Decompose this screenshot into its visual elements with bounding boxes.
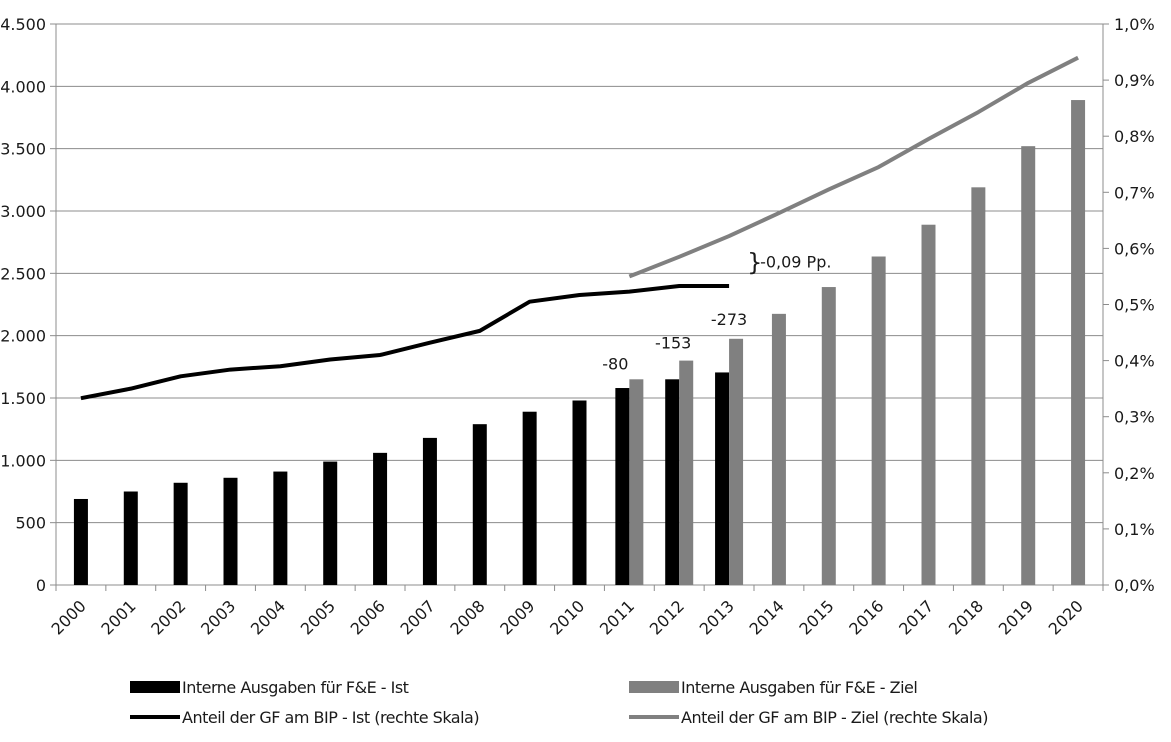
bar-ziel (1021, 146, 1036, 585)
x-tick-label: 2001 (97, 596, 139, 638)
x-tick-label: 2002 (147, 596, 189, 638)
annotations: -80 -153 -273}-0,09 Pp. (602, 248, 831, 373)
right-tick-label: 0,6% (1114, 239, 1155, 258)
x-tick-label: 2011 (596, 596, 638, 638)
left-tick-label: 4.500 (0, 15, 46, 34)
line-ist (80, 283, 730, 401)
bar-ziel (729, 338, 744, 585)
x-axis-tick-labels: 2000 2001 2002 2003 2004 2005 2006 2007 2008 2009… (48, 596, 1087, 638)
bar-ist (422, 437, 437, 585)
bar-ist (472, 424, 487, 585)
bar-ziel (821, 287, 836, 585)
right-axis-tick-labels: 0,0% 0,1% 0,2% 0,3% 0,4% 0,5% 0,6% 0,7% 0,8% 0,9%… (1114, 15, 1155, 595)
legend: Interne Ausgaben für F&E - Ist Interne Au… (130, 678, 988, 727)
right-tick-label: 0,8% (1114, 127, 1155, 146)
x-tick-label: 2019 (995, 596, 1037, 638)
bar-ist (715, 372, 730, 585)
x-tick-label: 2018 (945, 596, 987, 638)
bar-ist (572, 400, 587, 585)
x-tick-label: 2007 (397, 596, 439, 638)
bars (73, 100, 1086, 586)
x-tick-label: 2003 (197, 596, 239, 638)
bar-ist (273, 471, 288, 585)
left-tick-label: 4.000 (0, 77, 46, 96)
left-tick-label: 2.000 (0, 327, 46, 346)
x-tick-label: 2012 (646, 596, 688, 638)
right-tick-label: 0,5% (1114, 296, 1155, 315)
right-tick-label: 1,0% (1114, 15, 1155, 34)
x-tick-label: 2020 (1045, 596, 1087, 638)
legend-label: Interne Ausgaben für F&E - Ziel (681, 678, 917, 697)
right-tick-label: 0,3% (1114, 408, 1155, 427)
x-tick-label: 2008 (446, 596, 488, 638)
x-tick-label: 2010 (546, 596, 588, 638)
gap-label-percentage-points: -0,09 Pp. (760, 252, 831, 271)
bar-ziel (1071, 100, 1086, 586)
left-axis-tick-labels: 0 500 1.000 1.500 2.000 2.500 3.000 3.500 4.000 4… (0, 15, 46, 595)
bar-ist (173, 482, 188, 585)
x-tick-label: 2016 (845, 596, 887, 638)
right-tick-label: 0,4% (1114, 352, 1155, 371)
bar-ziel (771, 313, 786, 585)
left-tick-label: 1.500 (0, 389, 46, 408)
legend-swatch-bar (629, 681, 679, 693)
legend-swatch-bar (130, 681, 180, 693)
right-tick-label: 0,0% (1114, 576, 1155, 595)
left-tick-label: 2.500 (0, 264, 46, 283)
bar-ziel (629, 379, 644, 585)
bar-ist (123, 491, 138, 585)
left-tick-label: 1.000 (0, 451, 46, 470)
bar-ist (615, 388, 630, 585)
gap-brace: } (747, 248, 762, 276)
legend-label: Anteil der GF am BIP - Ziel (rechte Skal… (681, 708, 988, 727)
x-tick-label: 2004 (247, 596, 289, 638)
lines (80, 55, 1079, 401)
bar-ist (223, 477, 238, 585)
x-tick-label: 2013 (696, 596, 738, 638)
left-tick-label: 500 (15, 514, 46, 533)
bar-ist (73, 498, 88, 585)
right-tick-label: 0,2% (1114, 464, 1155, 483)
right-tick-label: 0,7% (1114, 183, 1155, 202)
x-tick-label: 2014 (746, 596, 788, 638)
bar-ziel (679, 360, 694, 585)
left-tick-label: 0 (36, 576, 46, 595)
left-tick-label: 3.500 (0, 140, 46, 159)
gap-label-2012: -153 (655, 334, 691, 353)
right-tick-label: 0,1% (1114, 520, 1155, 539)
bar-ziel (871, 256, 886, 585)
legend-label: Anteil der GF am BIP - Ist (rechte Skala… (182, 708, 479, 727)
x-tick-label: 2017 (895, 596, 937, 638)
line-ziel (628, 55, 1079, 279)
gap-label-2013: -273 (711, 310, 747, 329)
legend-label: Interne Ausgaben für F&E - Ist (182, 678, 409, 697)
gap-label-2011: -80 (602, 354, 628, 373)
bar-ist (522, 411, 537, 585)
right-tick-label: 0,9% (1114, 71, 1155, 90)
left-tick-label: 3.000 (0, 202, 46, 221)
x-tick-label: 2015 (795, 596, 837, 638)
x-tick-label: 2000 (48, 596, 90, 638)
bar-ziel (921, 224, 936, 586)
bar-ziel (971, 187, 986, 585)
bar-ist (323, 461, 338, 585)
x-tick-label: 2005 (297, 596, 339, 638)
x-tick-label: 2009 (496, 596, 538, 638)
x-tick-label: 2006 (347, 596, 389, 638)
bar-ist (373, 452, 388, 585)
gridlines (56, 23, 1103, 524)
bar-ist (665, 379, 680, 585)
